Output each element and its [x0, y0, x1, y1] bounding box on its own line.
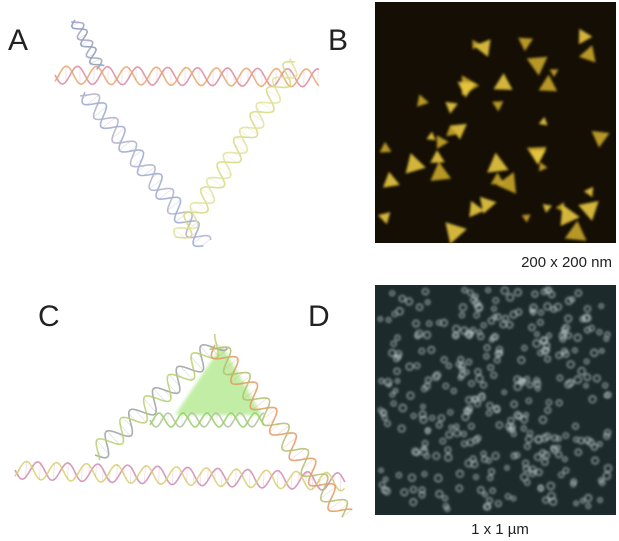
base-pair — [131, 468, 132, 484]
base-pair — [222, 472, 223, 486]
page: A B C D 200 x 200 nm 1 x 1 µm (() => { c… — [0, 0, 619, 541]
base-pair — [82, 467, 83, 482]
panel-label: C — [38, 300, 60, 333]
dna-strand — [176, 62, 296, 238]
dna-strand — [174, 59, 297, 238]
scale-caption: 1 x 1 µm — [471, 521, 529, 538]
panel-label: B — [328, 24, 348, 57]
base-pair — [68, 463, 69, 479]
base-pair — [201, 239, 210, 246]
figure: A B C D 200 x 200 nm 1 x 1 µm — [0, 0, 619, 541]
base-pair — [264, 471, 265, 488]
base-pair — [291, 474, 292, 489]
base-pair — [40, 463, 41, 479]
base-pair — [187, 467, 188, 482]
base-pair — [209, 178, 223, 187]
panel-a — [55, 20, 319, 246]
base-pair — [236, 469, 237, 485]
panel-c — [15, 334, 353, 517]
dna-strand — [15, 462, 345, 490]
base-pair — [145, 466, 146, 482]
base-pair — [278, 471, 279, 487]
scale-caption: 200 x 200 nm — [521, 254, 612, 271]
base-pair — [250, 471, 251, 487]
panel-label: A — [8, 24, 28, 57]
dna-strand — [80, 94, 211, 240]
base-pair — [159, 467, 160, 484]
base-pair — [173, 469, 174, 485]
base-pair — [90, 59, 100, 64]
panel-label: D — [308, 300, 330, 333]
base-pair — [340, 475, 341, 491]
base-pair — [26, 461, 27, 477]
dna-strand — [82, 92, 203, 246]
base-pair — [54, 463, 55, 480]
